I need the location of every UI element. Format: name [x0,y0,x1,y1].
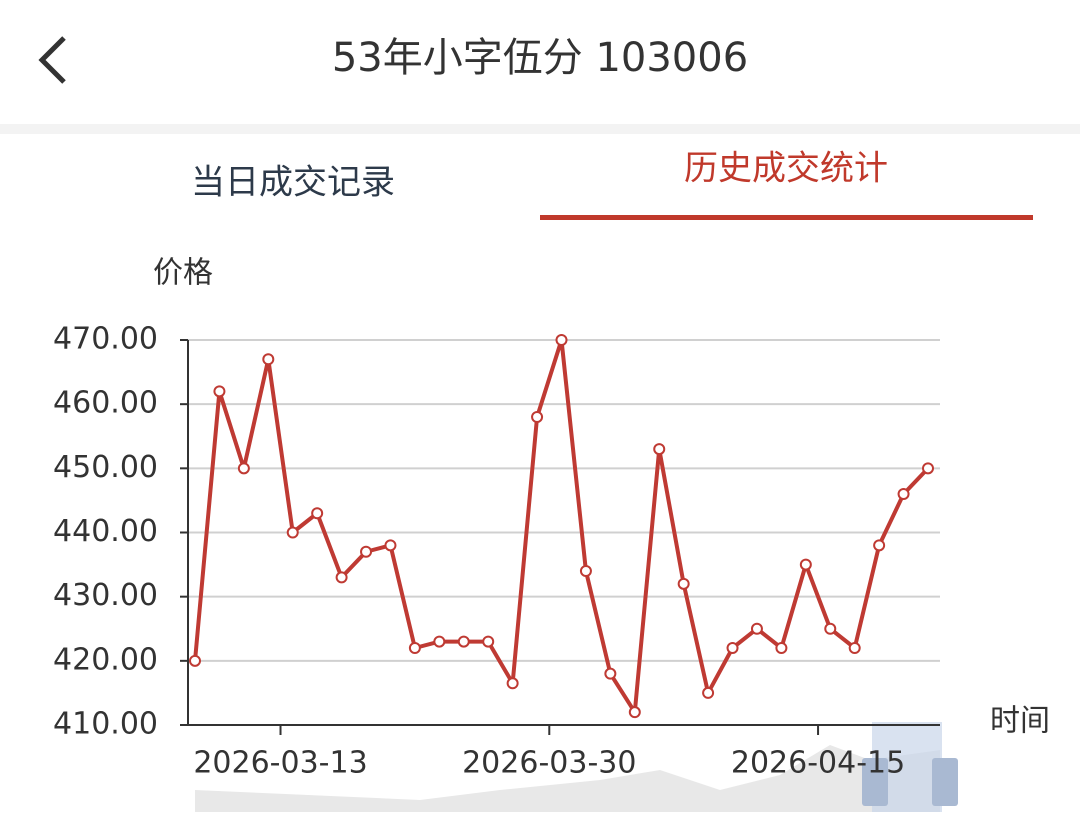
point [262,353,275,366]
point [848,642,861,654]
tab-underline [540,215,1033,220]
x-tick-label: 2026-04-15 [731,746,905,781]
point [531,411,544,423]
point [286,526,299,539]
point [726,642,739,654]
back-button[interactable] [38,36,66,84]
tab[interactable]: 当日成交记录 [191,163,395,203]
point [702,686,715,699]
point [311,507,324,520]
zoom-handle[interactable] [932,758,958,806]
point [482,635,495,648]
point [873,539,886,552]
point [360,545,373,558]
divider [0,124,1080,134]
y-tick-label: 450.00 [53,450,158,485]
point [897,488,910,500]
price-line [193,338,930,715]
zoom-handle[interactable] [862,758,888,806]
y-tick-label: 440.00 [53,514,158,549]
point [628,706,641,719]
point [922,462,934,475]
point [604,667,617,680]
point [335,571,348,584]
point [677,577,690,590]
point [579,565,592,577]
point [433,635,446,648]
x-tick-label: 2026-03-30 [462,746,636,781]
y-tick-label: 470.00 [53,322,158,357]
point [384,539,397,552]
y-tick-label: 410.00 [53,707,158,742]
point [824,622,837,635]
point [189,654,201,667]
tab-active[interactable]: 历史成交统计 [684,149,888,189]
point [408,642,421,654]
point [506,677,519,690]
point [653,443,666,456]
point [775,642,788,654]
zoom-preview [195,745,940,812]
x-tick-label: 2026-03-13 [193,746,367,781]
y-tick-label: 460.00 [53,386,158,421]
y-axis-label: 价格 [153,256,213,291]
point [799,558,812,571]
point [750,622,763,635]
point [237,462,250,475]
y-tick-label: 430.00 [53,578,158,613]
x-axis-label: 时间 [990,704,1050,739]
point [555,334,568,346]
page-title: 53年小字伍分 103006 [332,35,748,81]
point [213,385,226,398]
y-tick-label: 420.00 [53,642,158,677]
point [457,635,470,648]
